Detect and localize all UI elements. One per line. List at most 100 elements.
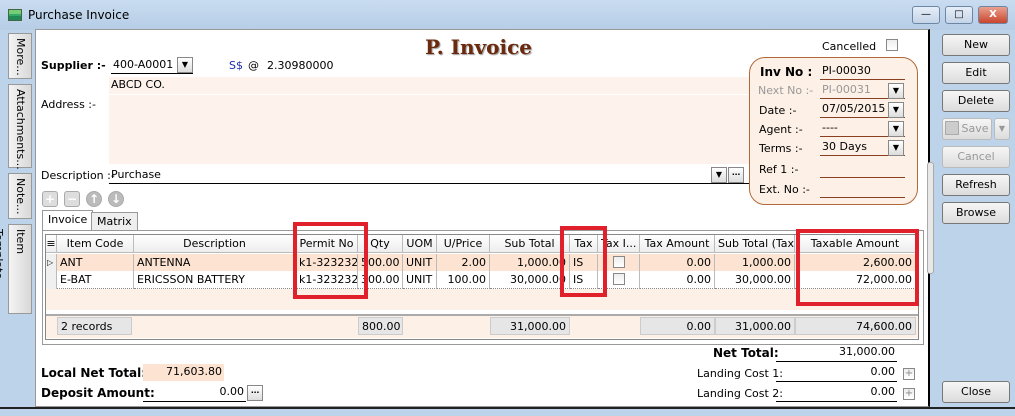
- terms-label: Terms :-: [759, 142, 803, 155]
- date-label: Date :-: [759, 104, 797, 117]
- next-no-label: Next No :-: [758, 84, 814, 97]
- date-field[interactable]: 07/05/2015: [820, 101, 905, 118]
- cell-sub-total[interactable]: 1,000.00: [490, 254, 570, 272]
- maximize-button[interactable]: □: [945, 6, 973, 24]
- date-dropdown-icon[interactable]: ▼: [888, 102, 904, 118]
- cell-tax-inclusive[interactable]: [598, 254, 640, 272]
- highlight-permit-no: [293, 222, 368, 299]
- inv-no-field[interactable]: PI-00030: [820, 63, 905, 80]
- row-indicator[interactable]: ▷: [46, 254, 57, 272]
- cell-sub-total-tax[interactable]: 1,000.00: [715, 254, 795, 272]
- next-no-dropdown-icon[interactable]: ▼: [888, 83, 904, 99]
- cell-taxable-amount[interactable]: 72,000.00: [795, 271, 916, 289]
- agent-dropdown-icon[interactable]: ▼: [888, 121, 904, 137]
- side-tab-item-template[interactable]: Item Template...: [0, 224, 32, 314]
- ext-no-field[interactable]: [820, 181, 905, 198]
- tax-inclusive-checkbox[interactable]: [613, 256, 625, 268]
- browse-button[interactable]: Browse: [942, 202, 1010, 224]
- title-bar: [0, 0, 1015, 30]
- column-header-item-code[interactable]: Item Code: [57, 235, 134, 253]
- cancelled-checkbox[interactable]: [886, 39, 898, 51]
- new-row-area[interactable]: [46, 289, 918, 310]
- column-header-tax[interactable]: Tax: [570, 235, 598, 253]
- address-label: Address :-: [41, 98, 96, 111]
- refresh-button[interactable]: Refresh: [942, 174, 1010, 196]
- tab-invoice[interactable]: Invoice: [42, 210, 94, 231]
- close-window-button[interactable]: X: [978, 6, 1008, 24]
- landing-cost-1-field[interactable]: 0.00: [776, 365, 897, 382]
- cell-tax-amount[interactable]: 0.00: [640, 254, 715, 272]
- cell-uom[interactable]: UNIT: [403, 271, 437, 289]
- cell-uprice[interactable]: 100.00: [437, 271, 490, 289]
- column-header-qty[interactable]: Qty: [358, 235, 403, 253]
- cell-item-code[interactable]: ANT: [57, 254, 134, 272]
- column-header-description[interactable]: Description: [134, 235, 296, 253]
- supplier-name-field[interactable]: ABCD CO.: [109, 77, 749, 94]
- save-icon: [945, 121, 959, 135]
- inv-no-label: Inv No :: [760, 65, 813, 79]
- column-header-tax-amount[interactable]: Tax Amount: [640, 235, 715, 253]
- highlight-taxable-amount: [796, 229, 919, 306]
- supplier-code-field[interactable]: 400-A0001: [111, 56, 193, 74]
- terms-field[interactable]: 30 Days: [820, 139, 905, 156]
- agent-field[interactable]: ----: [820, 120, 905, 137]
- column-chooser-icon[interactable]: ≡: [46, 235, 57, 253]
- deposit-amount-field[interactable]: 0.00: [143, 384, 246, 402]
- cell-tax-inclusive[interactable]: [598, 271, 640, 289]
- cell-description[interactable]: ERICSSON BATTERY: [134, 271, 296, 289]
- footer-records-count: 2 records: [57, 317, 132, 335]
- remove-row-icon[interactable]: −: [64, 191, 80, 207]
- column-header-uom[interactable]: UOM: [403, 235, 437, 253]
- description-field[interactable]: Purchase: [109, 166, 749, 184]
- move-down-icon[interactable]: ↓: [108, 191, 124, 207]
- column-header-permit-no[interactable]: Permit No: [296, 235, 358, 253]
- save-button[interactable]: Save: [942, 118, 992, 140]
- description-more-button[interactable]: ⋯: [728, 167, 744, 183]
- side-tab-more[interactable]: More...: [8, 33, 32, 79]
- cell-uom[interactable]: UNIT: [403, 254, 437, 272]
- side-tab-attachments[interactable]: Attachments...: [8, 84, 32, 170]
- cell-permit-no[interactable]: k1-323232: [296, 254, 358, 272]
- supplier-dropdown-icon[interactable]: ▼: [177, 57, 193, 73]
- landing-cost-2-add-icon[interactable]: +: [903, 388, 915, 400]
- minimize-button[interactable]: —: [912, 6, 940, 24]
- ext-no-label: Ext. No :-: [759, 183, 810, 196]
- save-dropdown-button[interactable]: ▼: [994, 118, 1010, 140]
- terms-dropdown-icon[interactable]: ▼: [888, 140, 904, 156]
- column-header-sub-total-tax[interactable]: Sub Total (Tax): [715, 235, 795, 253]
- cell-qty[interactable]: 300.00: [358, 271, 403, 289]
- close-button[interactable]: Close: [942, 381, 1010, 403]
- ref1-field[interactable]: [820, 161, 905, 178]
- tax-inclusive-checkbox[interactable]: [613, 273, 625, 285]
- new-button[interactable]: New: [942, 34, 1010, 56]
- move-up-icon[interactable]: ↑: [86, 191, 102, 207]
- landing-cost-2-field[interactable]: 0.00: [776, 385, 897, 402]
- cell-sub-total-tax[interactable]: 30,000.00: [715, 271, 795, 289]
- row-indicator[interactable]: [46, 271, 57, 289]
- cell-tax-amount[interactable]: 0.00: [640, 271, 715, 289]
- landing-cost-1-add-icon[interactable]: +: [903, 368, 915, 380]
- cancel-button[interactable]: Cancel: [942, 146, 1010, 168]
- address-field[interactable]: [109, 95, 749, 164]
- cell-uprice[interactable]: 2.00: [437, 254, 490, 272]
- add-row-icon[interactable]: +: [42, 191, 58, 207]
- column-header-sub-total[interactable]: Sub Total: [490, 235, 570, 253]
- footer-taxable-amount: 74,600.00: [795, 317, 916, 335]
- delete-button[interactable]: Delete: [942, 90, 1010, 112]
- cell-description[interactable]: ANTENNA: [134, 254, 296, 272]
- tab-matrix[interactable]: Matrix: [91, 212, 138, 231]
- next-no-field[interactable]: PI-00031: [820, 82, 905, 99]
- deposit-more-button[interactable]: ⋯: [247, 385, 263, 401]
- items-grid: ≡ Item Code Description Permit No Qty UOM U/Pr…: [45, 234, 919, 340]
- description-dropdown-icon[interactable]: ▼: [711, 167, 727, 183]
- side-tab-note[interactable]: Note...: [8, 173, 32, 219]
- column-header-uprice[interactable]: U/Price: [437, 235, 490, 253]
- local-net-total-label: Local Net Total:: [41, 366, 147, 380]
- scrollbar[interactable]: [927, 162, 934, 274]
- column-header-tax-inclusive[interactable]: Tax I...: [598, 235, 640, 253]
- cell-tax[interactable]: IS: [570, 271, 598, 289]
- cell-item-code[interactable]: E-BAT: [57, 271, 134, 289]
- cell-permit-no[interactable]: k1-323232: [296, 271, 358, 289]
- edit-button[interactable]: Edit: [942, 62, 1010, 84]
- cell-sub-total[interactable]: 30,000.00: [490, 271, 570, 289]
